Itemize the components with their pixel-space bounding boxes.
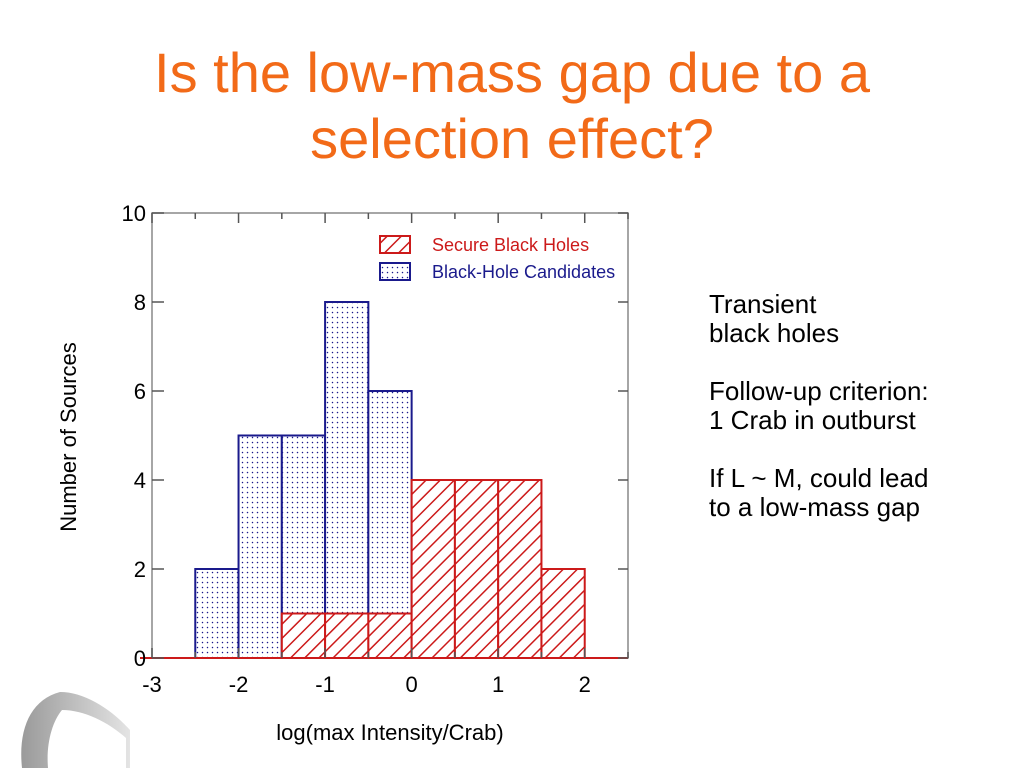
y-axis-label: Number of Sources xyxy=(56,342,81,532)
y-tick-label: 6 xyxy=(134,379,146,404)
note-criterion: Follow-up criterion: 1 Crab in outburst xyxy=(709,377,1009,435)
legend-swatch xyxy=(379,235,411,254)
x-tick-label: -1 xyxy=(315,672,335,697)
axis-ticks xyxy=(140,212,629,659)
y-tick-label: 4 xyxy=(134,468,146,493)
histogram-chart: 0 2 4 6 8 10 -3 -2 -1 0 1 2 Secure Black Holes Black… xyxy=(56,201,629,745)
histogram-bar xyxy=(497,479,543,659)
legend-swatch xyxy=(379,262,411,281)
histogram-bar xyxy=(237,434,283,659)
legend-label: Secure Black Holes xyxy=(432,235,589,255)
x-tick-label: 1 xyxy=(492,672,504,697)
histogram-bar xyxy=(453,479,500,659)
title-line-1: Is the low-mass gap due to a xyxy=(154,41,870,104)
candidate-bars xyxy=(194,301,413,659)
corner-swoosh-decoration xyxy=(21,692,130,768)
histogram-bar xyxy=(540,568,586,659)
histogram-bar xyxy=(194,568,240,659)
note-line: black holes xyxy=(709,318,840,348)
x-tick-label: 0 xyxy=(406,672,418,697)
note-line: Follow-up criterion: xyxy=(709,376,929,406)
histogram-bar xyxy=(367,612,413,659)
note-line: 1 Crab in outburst xyxy=(709,405,916,435)
histogram-bar xyxy=(324,301,370,659)
histogram-bar xyxy=(280,612,327,659)
y-tick-label: 10 xyxy=(122,201,146,226)
note-transient: Transient black holes xyxy=(709,290,1009,348)
legend-label: Black-Hole Candidates xyxy=(432,262,615,282)
legend: Secure Black Holes Black-Hole Candidates xyxy=(379,235,615,282)
y-tick-label: 8 xyxy=(134,290,146,315)
x-tick-label: -3 xyxy=(142,672,162,697)
y-tick-label: 2 xyxy=(134,557,146,582)
x-axis-label: log(max Intensity/Crab) xyxy=(276,720,503,745)
note-line: to a low-mass gap xyxy=(709,492,920,522)
title-line-2: selection effect? xyxy=(310,107,714,170)
note-line: If L ~ M, could lead xyxy=(709,463,929,493)
x-tick-label: 2 xyxy=(579,672,591,697)
histogram-bar xyxy=(324,612,370,659)
tick-labels: 0 2 4 6 8 10 -3 -2 -1 0 1 2 xyxy=(122,201,591,697)
y-tick-label: 0 xyxy=(134,646,146,671)
secure-bars xyxy=(280,479,586,659)
x-tick-label: -2 xyxy=(229,672,249,697)
side-notes: Transient black holes Follow-up criterio… xyxy=(709,290,1009,551)
note-gap: If L ~ M, could lead to a low-mass gap xyxy=(709,464,1009,522)
note-line: Transient xyxy=(709,289,817,319)
slide-title: Is the low-mass gap due to a selection e… xyxy=(0,40,1024,172)
histogram-bar xyxy=(410,479,456,659)
